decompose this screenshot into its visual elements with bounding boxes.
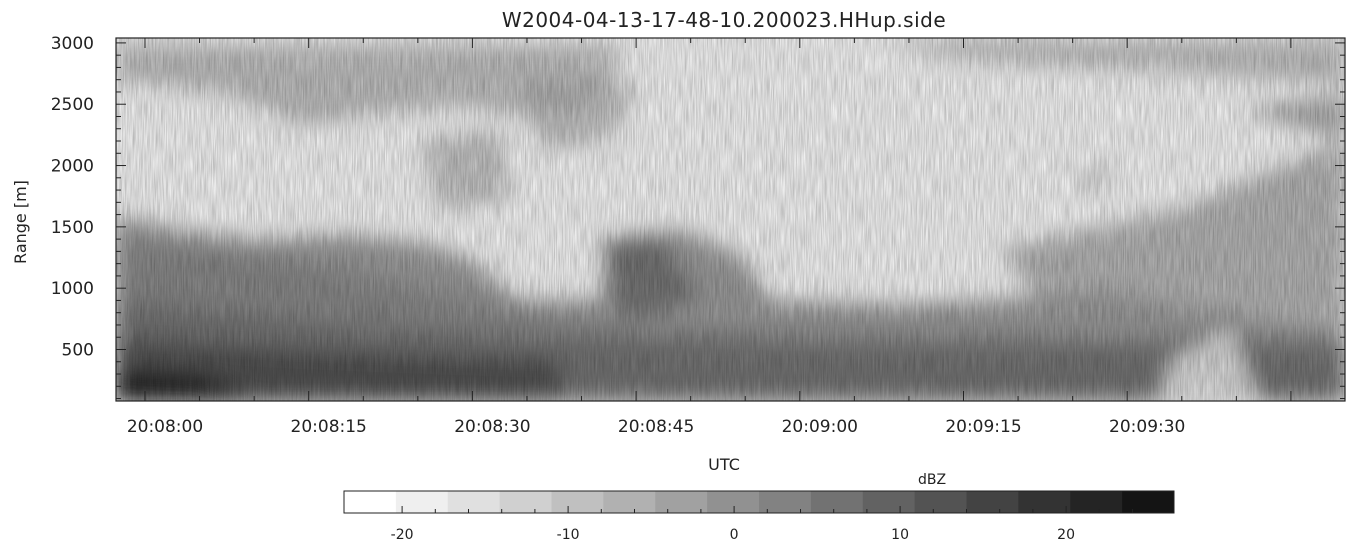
- colorbar-swatch: [603, 491, 655, 513]
- x-tick-label: 20:09:00: [782, 417, 858, 437]
- colorbar-swatch: [396, 491, 448, 513]
- x-tick-label: 20:09:15: [945, 417, 1021, 437]
- colorbar-swatch: [500, 491, 552, 513]
- x-tick-label: 20:09:30: [1109, 417, 1185, 437]
- colorbar-swatch: [707, 491, 759, 513]
- colorbar-tick-label: -10: [557, 527, 580, 543]
- colorbar-tick-label: -20: [391, 527, 414, 543]
- colorbar-swatch: [655, 491, 707, 513]
- x-axis-label: UTC: [708, 455, 740, 474]
- y-axis-label: Range [m]: [11, 180, 30, 264]
- radar-image: [116, 38, 1345, 401]
- x-tick-label: 20:08:45: [618, 417, 694, 437]
- colorbar-tick-label: 0: [730, 527, 739, 543]
- colorbar-swatch: [811, 491, 863, 513]
- y-tick-label: 2000: [51, 157, 94, 177]
- colorbar-swatch: [1070, 491, 1122, 513]
- colorbar-swatch: [344, 491, 396, 513]
- colorbar-label: dBZ: [918, 472, 946, 488]
- colorbar-swatch: [552, 491, 604, 513]
- y-tick-label: 1500: [51, 218, 94, 238]
- x-tick-label: 20:08:15: [291, 417, 367, 437]
- chart-title: W2004-04-13-17-48-10.200023.HHup.side: [502, 8, 946, 32]
- x-tick-label: 20:08:30: [454, 417, 530, 437]
- colorbar-tick-label: 20: [1057, 527, 1075, 543]
- colorbar-swatch: [1018, 491, 1070, 513]
- y-tick-label: 3000: [51, 34, 94, 54]
- colorbar-swatch: [967, 491, 1019, 513]
- colorbar: -20 -10 0 10 20: [344, 491, 1175, 543]
- y-tick-label: 500: [62, 340, 94, 360]
- colorbar-tick-label: 10: [891, 527, 909, 543]
- colorbar-swatch: [1122, 491, 1174, 513]
- colorbar-swatch: [915, 491, 967, 513]
- colorbar-swatch: [863, 491, 915, 513]
- colorbar-swatch: [448, 491, 500, 513]
- x-tick-label: 20:08:00: [127, 417, 203, 437]
- y-tick-label: 1000: [51, 279, 94, 299]
- y-tick-label: 2500: [51, 95, 94, 115]
